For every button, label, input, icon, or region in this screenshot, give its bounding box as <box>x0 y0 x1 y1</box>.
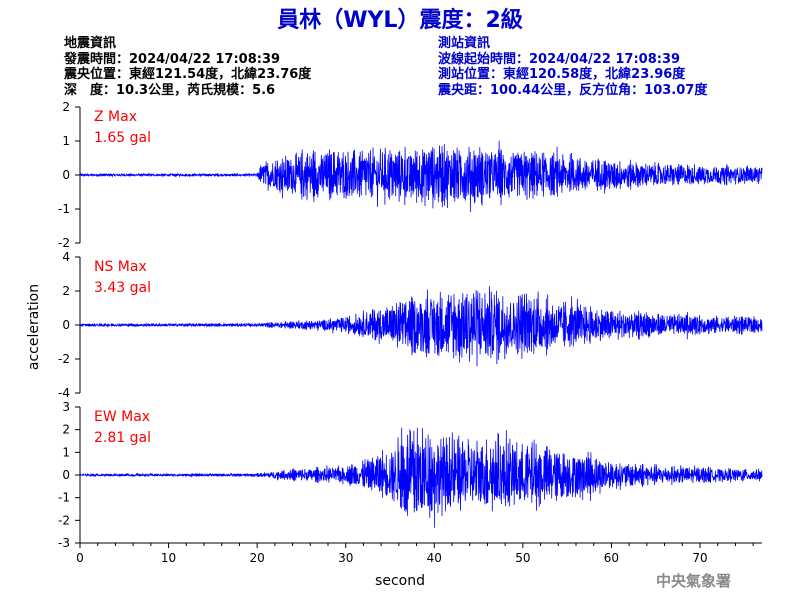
waveform-ew <box>79 427 763 528</box>
x-axis-label: second <box>375 573 425 589</box>
y-tick-label: 1 <box>62 445 70 459</box>
y-tick-label: 0 <box>62 468 70 482</box>
station-distance: 震央距：100.44公里，反方位角：103.07度 <box>438 82 708 98</box>
y-tick-label: 3 <box>62 400 70 414</box>
waveform-z <box>79 140 763 213</box>
max-label-z: Z Max <box>94 109 137 125</box>
max-label-ew: EW Max <box>94 409 150 425</box>
y-tick-label: -2 <box>58 352 70 366</box>
station-info-block: 測站資訊 波線起始時間：2024/04/22 17:08:39 測站位置：東經1… <box>438 36 707 98</box>
x-tick-label: 70 <box>692 551 707 565</box>
panel-z <box>75 106 763 244</box>
y-tick-label: -1 <box>58 202 70 216</box>
waveform-ns <box>79 285 763 367</box>
quake-depth-magnitude: 深 度：10.3公里，芮氏規模：5.6 <box>64 82 276 98</box>
x-tick-label: 50 <box>515 551 530 565</box>
panel-ew <box>75 406 763 548</box>
x-tick-label: 0 <box>76 551 84 565</box>
max-label-ns: NS Max <box>94 259 147 275</box>
quake-info-heading: 地震資訊 <box>64 36 117 51</box>
page-title: 員林（WYL）震度：2級 <box>277 8 523 33</box>
station-location: 測站位置：東經120.58度，北緯23.96度 <box>438 67 686 82</box>
y-axis-label: acceleration <box>26 284 42 370</box>
station-info-heading: 測站資訊 <box>438 36 491 51</box>
y-tick-label: 4 <box>62 250 70 264</box>
quake-epicenter: 震央位置：東經121.54度，北緯23.76度 <box>64 67 312 82</box>
y-tick-label: 0 <box>62 318 70 332</box>
x-tick-label: 20 <box>250 551 265 565</box>
quake-time: 發震時間：2024/04/22 17:08:39 <box>64 51 281 67</box>
y-tick-label: 2 <box>62 100 70 114</box>
max-value-z: 1.65 gal <box>94 130 151 146</box>
x-tick-label: 10 <box>161 551 176 565</box>
station-onset-time: 波線起始時間：2024/04/22 17:08:39 <box>438 51 681 67</box>
max-value-ew: 2.81 gal <box>94 430 151 446</box>
max-value-ns: 3.43 gal <box>94 280 151 296</box>
y-tick-label: -3 <box>58 536 70 550</box>
y-tick-label: 1 <box>62 134 70 148</box>
quake-info-block: 地震資訊 發震時間：2024/04/22 17:08:39 震央位置：東經121… <box>64 36 311 98</box>
x-tick-label: 40 <box>427 551 442 565</box>
agency-watermark: 中央氣象署 <box>656 572 732 590</box>
y-tick-label: 0 <box>62 168 70 182</box>
y-tick-label: 2 <box>62 423 70 437</box>
y-tick-label: -1 <box>58 491 70 505</box>
y-tick-label: -2 <box>58 513 70 527</box>
x-tick-label: 30 <box>338 551 353 565</box>
y-tick-label: 2 <box>62 284 70 298</box>
y-tick-label: -4 <box>58 386 70 400</box>
panel-ns <box>75 256 763 394</box>
y-tick-label: -2 <box>58 236 70 250</box>
x-tick-label: 60 <box>604 551 619 565</box>
